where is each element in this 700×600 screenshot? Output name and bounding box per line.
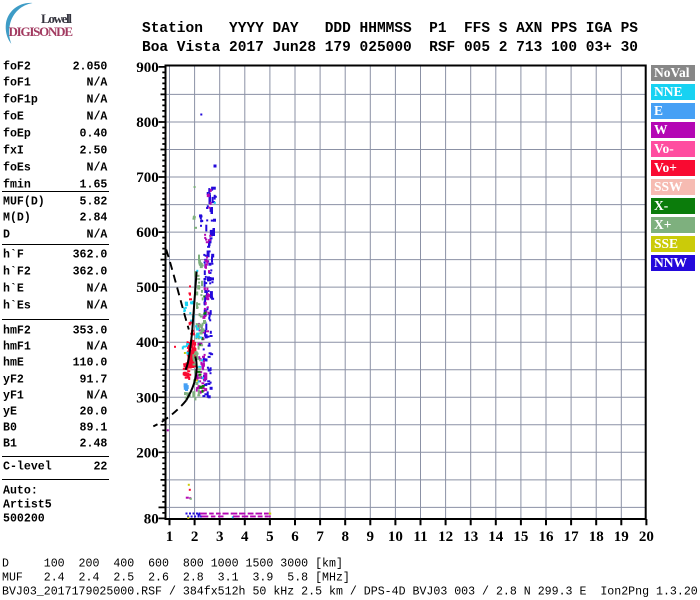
svg-text:700: 700 <box>136 170 159 186</box>
svg-text:900: 900 <box>136 60 159 76</box>
svg-text:300: 300 <box>136 390 159 406</box>
svg-text:200: 200 <box>136 445 159 461</box>
svg-text:80: 80 <box>144 511 159 527</box>
svg-text:20: 20 <box>639 529 654 545</box>
svg-text:1: 1 <box>166 529 174 545</box>
svg-text:Lowell: Lowell <box>41 11 72 26</box>
svg-text:17: 17 <box>564 529 580 545</box>
svg-text:12: 12 <box>438 529 453 545</box>
svg-text:7: 7 <box>316 529 324 545</box>
svg-text:8: 8 <box>341 529 349 545</box>
svg-text:5: 5 <box>266 529 274 545</box>
svg-text:500: 500 <box>136 280 159 296</box>
svg-text:11: 11 <box>413 529 427 545</box>
svg-text:2: 2 <box>191 529 199 545</box>
svg-text:9: 9 <box>367 529 375 545</box>
svg-text:4: 4 <box>241 529 249 545</box>
svg-text:3: 3 <box>216 529 224 545</box>
svg-text:400: 400 <box>136 335 159 351</box>
svg-text:14: 14 <box>488 529 504 545</box>
svg-text:16: 16 <box>539 529 555 545</box>
svg-text:18: 18 <box>589 529 604 545</box>
svg-text:6: 6 <box>291 529 299 545</box>
svg-text:13: 13 <box>463 529 478 545</box>
svg-text:600: 600 <box>136 225 159 241</box>
svg-text:15: 15 <box>513 529 528 545</box>
svg-text:DIGISONDE: DIGISONDE <box>9 24 74 39</box>
svg-text:10: 10 <box>388 529 403 545</box>
svg-text:19: 19 <box>614 529 629 545</box>
svg-text:800: 800 <box>136 115 159 131</box>
